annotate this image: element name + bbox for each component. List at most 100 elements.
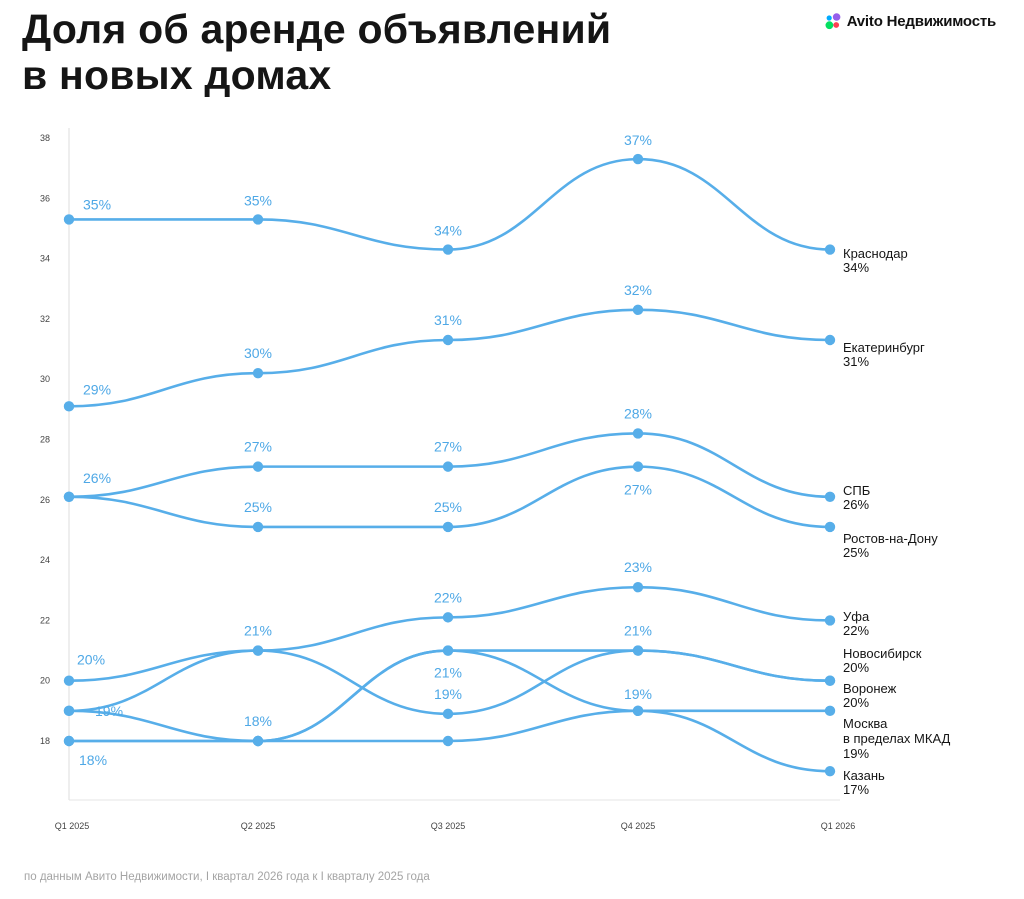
data-point [824,615,836,626]
data-point [442,521,454,533]
series-end-value: 22% [843,623,869,638]
data-point [63,735,75,747]
y-tick-label: 32 [40,314,50,324]
series-name-label: Ростов-на-Дону [843,531,938,546]
data-label: 21% [624,623,652,639]
data-point [824,334,836,346]
data-point [252,214,264,225]
data-point [63,214,75,225]
data-point [824,244,836,255]
series-end-value: 19% [843,746,869,761]
data-label: 20% [77,652,105,668]
avito-dots-icon [825,13,841,30]
brand-logo: Avito Недвижимость [824,12,996,30]
data-label: 25% [434,499,462,515]
series-end-value: 34% [843,260,869,275]
data-point [252,645,264,656]
x-tick-label: Q1 2026 [821,821,856,831]
data-point [442,244,454,255]
data-point [252,735,264,747]
data-point [442,708,454,720]
data-point [824,491,836,502]
data-point [252,461,264,472]
x-tick-label: Q3 2025 [431,821,466,831]
data-label: 22% [434,589,462,605]
data-point [632,582,644,593]
series-end-value: 20% [843,695,869,710]
data-point [824,521,836,533]
data-labels: 35% 35% 34% 37% 29% 30% 31% 32% 26% 27% 27% 28% 25% 2… [77,132,652,768]
title-line-2: в новых домах [22,52,332,98]
data-point [632,304,644,316]
data-label: 35% [244,192,272,208]
source-footnote: по данным Авито Недвижимости, I квартал … [24,871,430,883]
data-point [63,491,75,502]
x-tick-label: Q4 2025 [621,821,656,831]
y-tick-labels: 18 20 22 24 26 28 30 32 34 36 38 [40,133,50,746]
series-name-label: Новосибирск [843,646,922,661]
series-line [69,157,831,251]
data-label: 19% [434,686,462,702]
data-point [442,735,454,747]
series-name-label: Воронеж [843,681,897,696]
data-point [63,401,75,412]
data-label: 30% [244,345,272,361]
title-line-1: Доля об аренде объявлений [22,6,612,52]
y-tick-label: 34 [40,254,50,264]
y-tick-label: 22 [40,615,50,625]
data-point [442,612,454,623]
x-tick-labels: Q1 2025 Q2 2025 Q3 2025 Q4 2025 Q1 2026 [55,821,856,831]
data-label: 25% [244,499,272,515]
data-point [252,367,264,379]
data-label: 23% [624,559,652,575]
data-point [632,153,644,165]
data-label: 35% [83,196,111,212]
y-tick-label: 30 [40,374,50,384]
x-tick-label: Q1 2025 [55,821,90,831]
data-label: 37% [624,132,652,148]
data-point [632,645,644,656]
data-point [824,675,836,686]
data-point [63,675,75,686]
data-label: 18% [79,752,107,768]
y-tick-label: 38 [40,133,50,143]
data-label: 28% [624,405,652,421]
page-title: Доля об аренде объявлений в новых домах [22,6,611,98]
data-point [442,461,454,472]
y-tick-label: 26 [40,495,50,505]
y-tick-label: 36 [40,193,50,203]
y-tick-label: 20 [40,676,50,686]
data-label: 21% [434,665,462,681]
data-label: 34% [434,223,462,239]
data-label: 21% [244,623,272,639]
series-name-label: Краснодар [843,246,908,261]
data-point [632,428,644,439]
series-name-label: СПБ [843,483,870,498]
series-end-value: 31% [843,354,869,369]
data-label: 32% [624,282,652,298]
series-end-value: 25% [843,545,869,560]
data-label: 18% [244,713,272,729]
data-label: 19% [624,686,652,702]
data-point [63,705,75,717]
brand-name: Avito Недвижимость [846,12,996,30]
data-label: 27% [244,439,272,455]
series-points [63,153,836,777]
data-point [632,705,644,717]
series-name-label: Уфа [843,609,870,624]
data-label: 27% [624,482,652,498]
data-point [824,705,836,717]
series-end-value: 26% [843,497,869,512]
data-label: 19% [95,703,123,719]
y-tick-label: 18 [40,736,50,746]
data-label: 26% [83,470,111,486]
series-end-value: 20% [843,660,869,675]
series-name-label: Москва в пределах МКАД [843,716,951,746]
y-tick-label: 28 [40,435,50,445]
data-point [632,461,644,472]
series-end-value: 17% [843,782,869,797]
x-tick-label: Q2 2025 [241,821,276,831]
data-point [442,334,454,346]
